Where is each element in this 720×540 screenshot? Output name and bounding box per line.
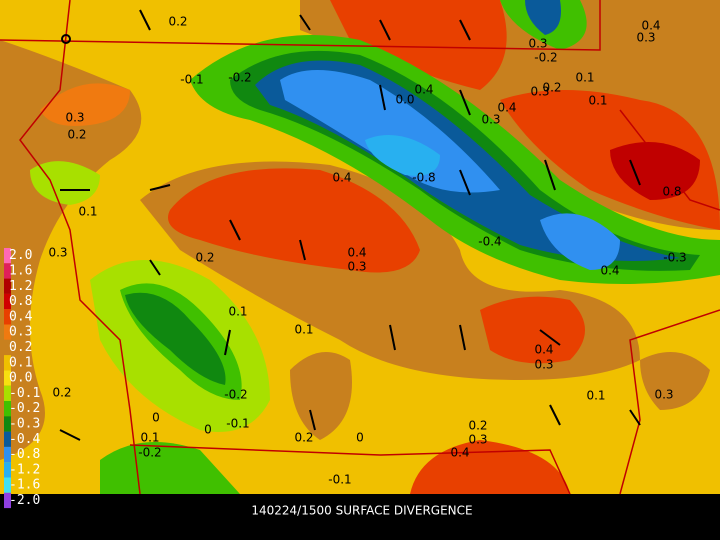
legend-label: -0.2 [9,401,40,416]
contour-label: 0.3 [654,388,673,402]
legend-swatch [4,263,11,279]
contour-label: 0.2 [195,251,214,265]
legend-label: -0.3 [9,416,40,431]
contour-label: -0.4 [478,235,501,249]
contour-label: 0.2 [168,15,187,29]
legend-swatch [4,248,11,264]
contour-label: -0.1 [226,417,249,431]
contour-label: 0.1 [140,431,159,445]
contour-label: 0.2 [52,386,71,400]
contour-label: -0.1 [328,473,351,487]
legend-label: 0.0 [9,371,32,386]
contour-label: -0.1 [180,73,203,87]
legend-label: -1.2 [9,462,40,477]
map-title: 140224/1500 SURFACE DIVERGENCE [251,504,472,518]
legend-swatch [4,446,11,463]
contour-label: 0.1 [294,323,313,337]
contour-label: 0.3 [528,37,547,51]
contour-label: 0.2 [468,419,487,433]
legend-label: -0.4 [9,432,40,447]
contour-label: 0 [356,431,364,445]
legend-label: 0.2 [9,340,32,355]
legend-swatch [4,324,11,340]
contour-label: 0.2 [294,431,313,445]
contour-label: 0.4 [332,171,351,185]
legend-swatch [4,278,11,294]
legend-label: 0.8 [9,294,32,309]
state-borders [0,0,720,495]
contour-label: 0.4 [414,83,433,97]
legend-label: 1.6 [9,263,32,278]
contour-label: 0.1 [575,71,594,85]
contour-labels: 0.2 0.40.30.3-0.2-0.1 -0.20.40.10.20.30.10… [48,15,686,487]
legend-swatch [4,431,11,447]
contour-label: 0.4 [641,19,660,33]
legend-label: -0.1 [9,386,40,401]
contour-label: 0.3 [481,113,500,127]
legend-label: 0.1 [9,355,32,370]
contour-label: 0.2 [67,128,86,142]
station-marker [61,34,71,44]
contour-label: 0.3 [530,85,549,99]
contour-label: -0.2 [534,51,557,65]
legend-swatch [4,477,11,493]
contour-label: 0.4 [600,264,619,278]
contour-label: 0.1 [228,305,247,319]
legend-swatch [4,339,11,356]
contour-label: 0.4 [347,246,366,260]
contour-label: 0.3 [636,31,655,45]
contour-label: -0.2 [228,71,251,85]
contour-label: 0 [152,411,160,425]
contour-label: 0.3 [534,358,553,372]
contour-label: 0.3 [48,246,67,260]
legend-swatch [4,492,11,509]
legend-label: 1.2 [9,279,32,294]
legend-swatch [4,370,11,386]
contour-label: 0.2 [542,81,561,95]
legend-label: 0.4 [9,309,33,324]
legend-swatch [4,416,11,432]
wind-barbs [59,9,641,441]
legend-swatch [4,462,11,478]
legend-label: -2.0 [9,493,40,508]
contour-label: -0.2 [224,388,247,402]
legend-swatch [4,309,11,325]
legend-swatch [4,293,11,310]
contour-label: 0 [204,423,212,437]
contour-label: -0.2 [138,446,161,460]
contour-label: 0.1 [78,205,97,219]
contour-label: 0.4 [534,343,553,357]
contour-label: 0.1 [588,94,607,108]
contour-label: -0.8 [412,171,435,185]
contour-fills [0,0,720,494]
contour-label: 0.0 [395,93,414,107]
contour-label: -0.3 [663,251,686,265]
contour-label: 0.3 [347,260,366,274]
legend-swatch [4,401,11,417]
legend: 2.01.61.20.80.40.30.20.10.0-0.1-0.2-0.3-… [4,248,40,509]
contour-label: 0.8 [662,185,681,199]
legend-label: 0.3 [9,325,32,340]
legend-label: 2.0 [9,248,32,263]
contour-label: 0.3 [468,433,487,447]
contour-label: 0.4 [450,446,469,460]
legend-swatch [4,355,11,371]
contour-label: 0.3 [65,111,84,125]
contour-label: 0.4 [497,101,516,115]
contour-label: 0.1 [586,389,605,403]
legend-label: -0.8 [9,447,40,462]
legend-swatch [4,385,11,401]
legend-label: -1.6 [9,478,40,493]
